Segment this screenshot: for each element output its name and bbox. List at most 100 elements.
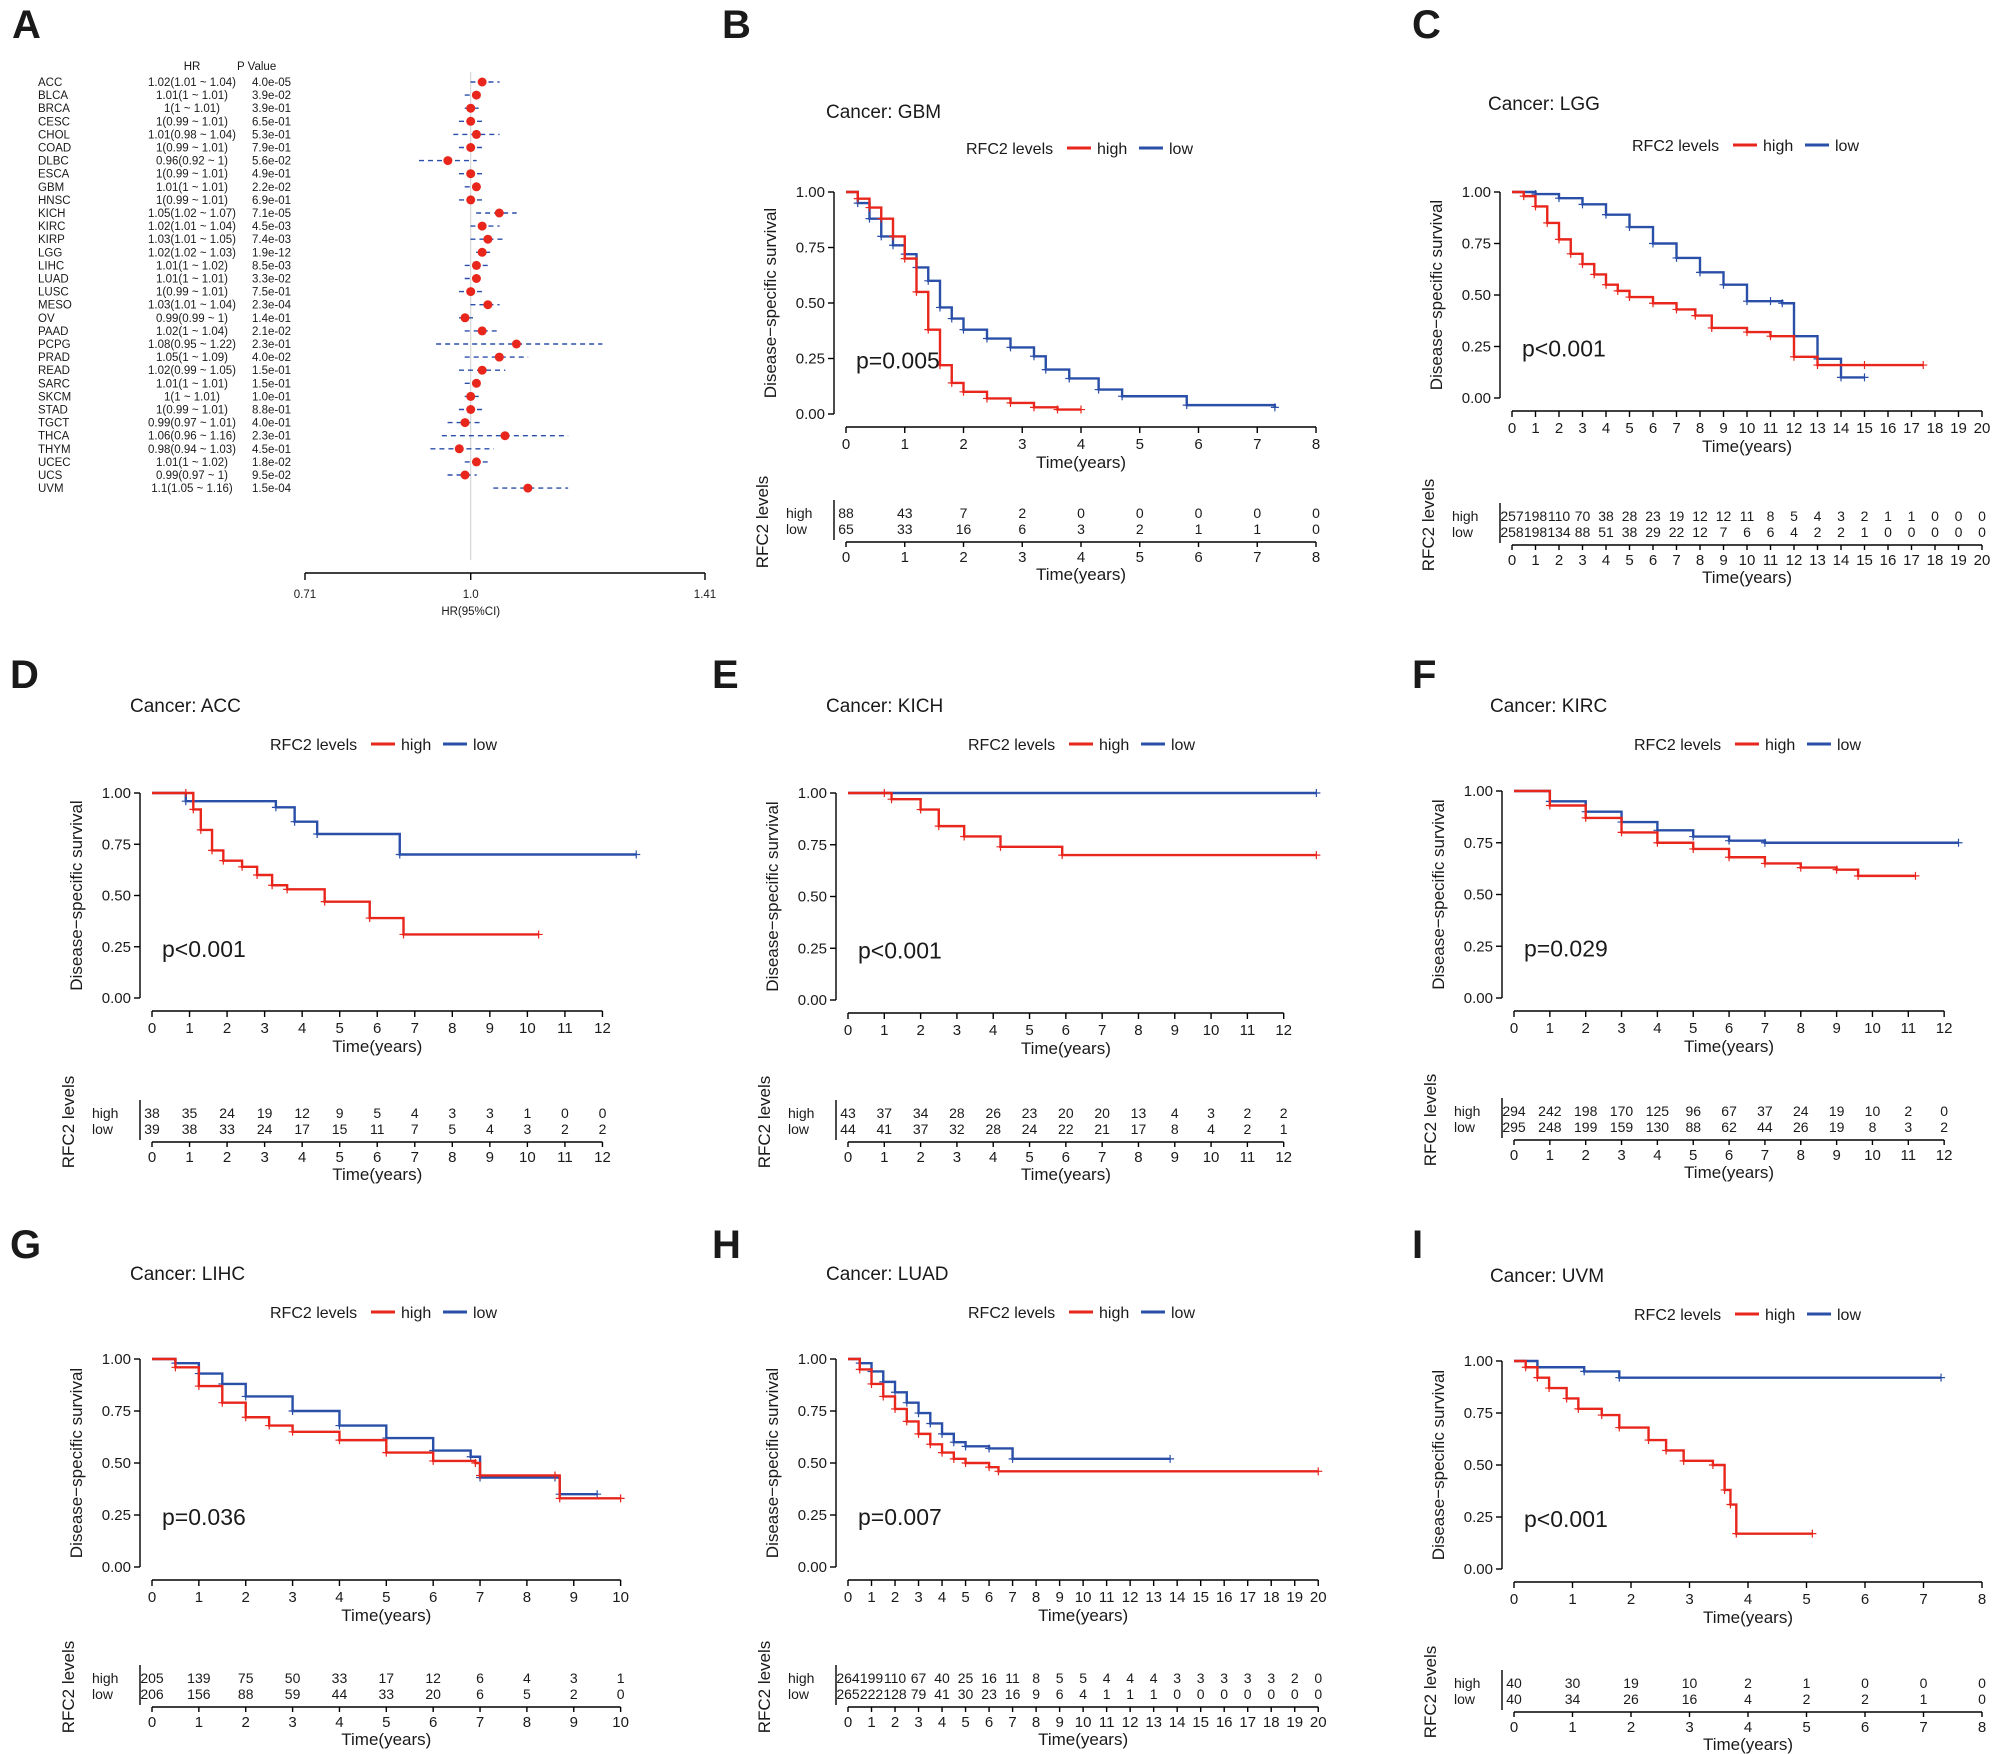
km-risk-x-tick-label: 6: [429, 1714, 437, 1731]
km-risk-high-count: 139: [187, 1670, 211, 1686]
km-risk-x-tick-label: 8: [523, 1714, 531, 1731]
km-risk-y-axis-label: RFC2 levels: [755, 1076, 774, 1169]
km-curve-high-censor-mark: [916, 805, 925, 814]
km-x-tick-label: 5: [1025, 1022, 1033, 1039]
km-risk-low-count: 3: [1904, 1119, 1912, 1135]
km-risk-x-tick-label: 2: [242, 1714, 250, 1731]
km-curve-high-censor-mark: [1545, 1384, 1554, 1393]
km-risk-low-count: 5: [523, 1686, 531, 1702]
km-curve-high-censor-mark: [1911, 871, 1920, 880]
km-risk-low-label: low: [788, 1121, 810, 1137]
km-risk-high-count: 26: [985, 1105, 1001, 1121]
km-risk-x-tick-label: 1: [880, 1149, 888, 1166]
forest-row-cancer: PCPG: [38, 339, 71, 351]
km-risk-x-tick-label: 15: [1856, 552, 1873, 569]
km-risk-high-count: 20: [1094, 1105, 1110, 1121]
forest-row-cancer: KICH: [38, 208, 65, 220]
km-x-tick-label: 1: [1531, 420, 1539, 437]
forest-row-pvalue: 5.6e-02: [252, 156, 291, 168]
km-x-tick-label: 2: [1582, 1020, 1590, 1037]
km-risk-high-count: 0: [1931, 508, 1939, 524]
km-legend-title: RFC2 levels: [968, 737, 1055, 754]
km-risk-low-count: 199: [1574, 1119, 1598, 1135]
km-risk-low-count: 26: [1623, 1691, 1639, 1707]
km-risk-high-count: 19: [1829, 1103, 1845, 1119]
km-curve-high-censor-mark: [1519, 192, 1528, 201]
forest-row-hr-text: 1.01(1 ~ 1.01): [156, 90, 228, 102]
km-risk-x-tick-label: 7: [411, 1149, 419, 1166]
km-curve-high-censor-mark: [429, 1456, 438, 1465]
km-legend-low-label: low: [1171, 737, 1195, 754]
km-risk-high-count: 9: [336, 1105, 344, 1121]
km-curve-low-censor-mark: [961, 1442, 970, 1451]
forest-row-cancer: OV: [38, 313, 55, 325]
km-curve-high-censor-mark: [320, 897, 329, 906]
km-risk-low-count: 206: [140, 1686, 164, 1702]
km-legend-title: RFC2 levels: [270, 1305, 357, 1322]
km-x-tick-label: 12: [1786, 420, 1803, 437]
km-risk-x-tick-label: 8: [448, 1149, 456, 1166]
km-p-value: p<0.001: [858, 937, 942, 963]
km-risk-high-count: 16: [981, 1670, 997, 1686]
km-risk-high-count: 0: [1861, 1675, 1869, 1691]
km-risk-high-label: high: [92, 1105, 118, 1121]
km-risk-low-count: 258: [1500, 524, 1524, 540]
km-legend-high-label: high: [401, 1305, 431, 1322]
km-risk-x-tick-label: 10: [519, 1149, 536, 1166]
km-risk-high-count: 40: [934, 1670, 950, 1686]
km-risk-y-axis-label: RFC2 levels: [1421, 1646, 1440, 1739]
km-risk-low-count: 8: [1869, 1119, 1877, 1135]
km-x-tick-label: 6: [1725, 1020, 1733, 1037]
km-curve-low-censor-mark: [1602, 210, 1610, 219]
forest-row-hr-text: 1(1 ~ 1.01): [164, 103, 220, 115]
km-x-tick-label: 0: [1510, 1591, 1518, 1608]
km-curve-high-censor-mark: [994, 1467, 1003, 1476]
forest-point: [477, 365, 487, 375]
km-x-tick-label: 1: [185, 1020, 193, 1037]
km-x-tick-label: 0: [1510, 1020, 1518, 1037]
km-y-tick-label: 0.00: [1462, 390, 1491, 407]
forest-row-cancer: BRCA: [38, 103, 70, 115]
forest-row-hr-text: 1(0.99 ~ 1.01): [156, 169, 228, 181]
km-curve-high-censor-mark: [1679, 1456, 1688, 1465]
km-risk-low-count: 33: [897, 521, 913, 537]
forest-row-pvalue: 1.5e-01: [252, 365, 291, 377]
km-risk-x-tick-label: 7: [1253, 549, 1261, 566]
km-curve-high-censor-mark: [1590, 270, 1599, 279]
forest-row-pvalue: 1.8e-02: [252, 457, 291, 469]
forest-row-hr-text: 1(0.99 ~ 1.01): [156, 287, 228, 299]
km-risk-x-tick-label: 1: [185, 1149, 193, 1166]
km-curve-high-censor-mark: [1531, 202, 1540, 211]
forest-row-cancer: PAAD: [38, 326, 68, 338]
km-curve-high-censor-mark: [555, 1494, 564, 1503]
km-y-tick-label: 0.00: [796, 406, 825, 423]
forest-point: [477, 326, 487, 336]
km-risk-high-count: 75: [238, 1670, 254, 1686]
km-curve-high-censor-mark: [914, 1429, 923, 1438]
km-risk-x-tick-label: 9: [570, 1714, 578, 1731]
forest-row-hr-text: 1.01(1 ~ 1.02): [156, 457, 228, 469]
km-risk-high-count: 96: [1685, 1103, 1701, 1119]
km-y-axis-label: Disease−specific survival: [1429, 799, 1448, 989]
km-legend-title: RFC2 levels: [1634, 1307, 1721, 1324]
km-risk-low-count: 17: [294, 1121, 310, 1137]
km-legend-high-label: high: [401, 737, 431, 754]
km-y-tick-label: 0.50: [796, 295, 825, 312]
km-curve-high-censor-mark: [934, 822, 943, 831]
km-x-tick-label: 2: [1627, 1591, 1635, 1608]
km-risk-low-count: 12: [1692, 524, 1708, 540]
km-x-tick-label: 9: [1832, 1020, 1840, 1037]
km-risk-x-tick-label: 5: [1625, 552, 1633, 569]
km-risk-x-tick-label: 12: [1275, 1149, 1292, 1166]
km-risk-high-count: 3: [1197, 1670, 1205, 1686]
km-x-tick-label: 3: [1617, 1020, 1625, 1037]
km-x-axis-label: Time(years): [1021, 1039, 1111, 1058]
km-y-tick-label: 0.50: [102, 1455, 131, 1472]
km-curve-high-censor-mark: [1766, 332, 1775, 341]
km-curve-low-censor-mark: [959, 325, 968, 334]
km-risk-high-count: 4: [1126, 1670, 1134, 1686]
km-risk-x-tick-label: 17: [1239, 1714, 1256, 1731]
km-risk-low-count: 0: [1314, 1686, 1322, 1702]
forest-row-cancer: SARC: [38, 378, 70, 390]
